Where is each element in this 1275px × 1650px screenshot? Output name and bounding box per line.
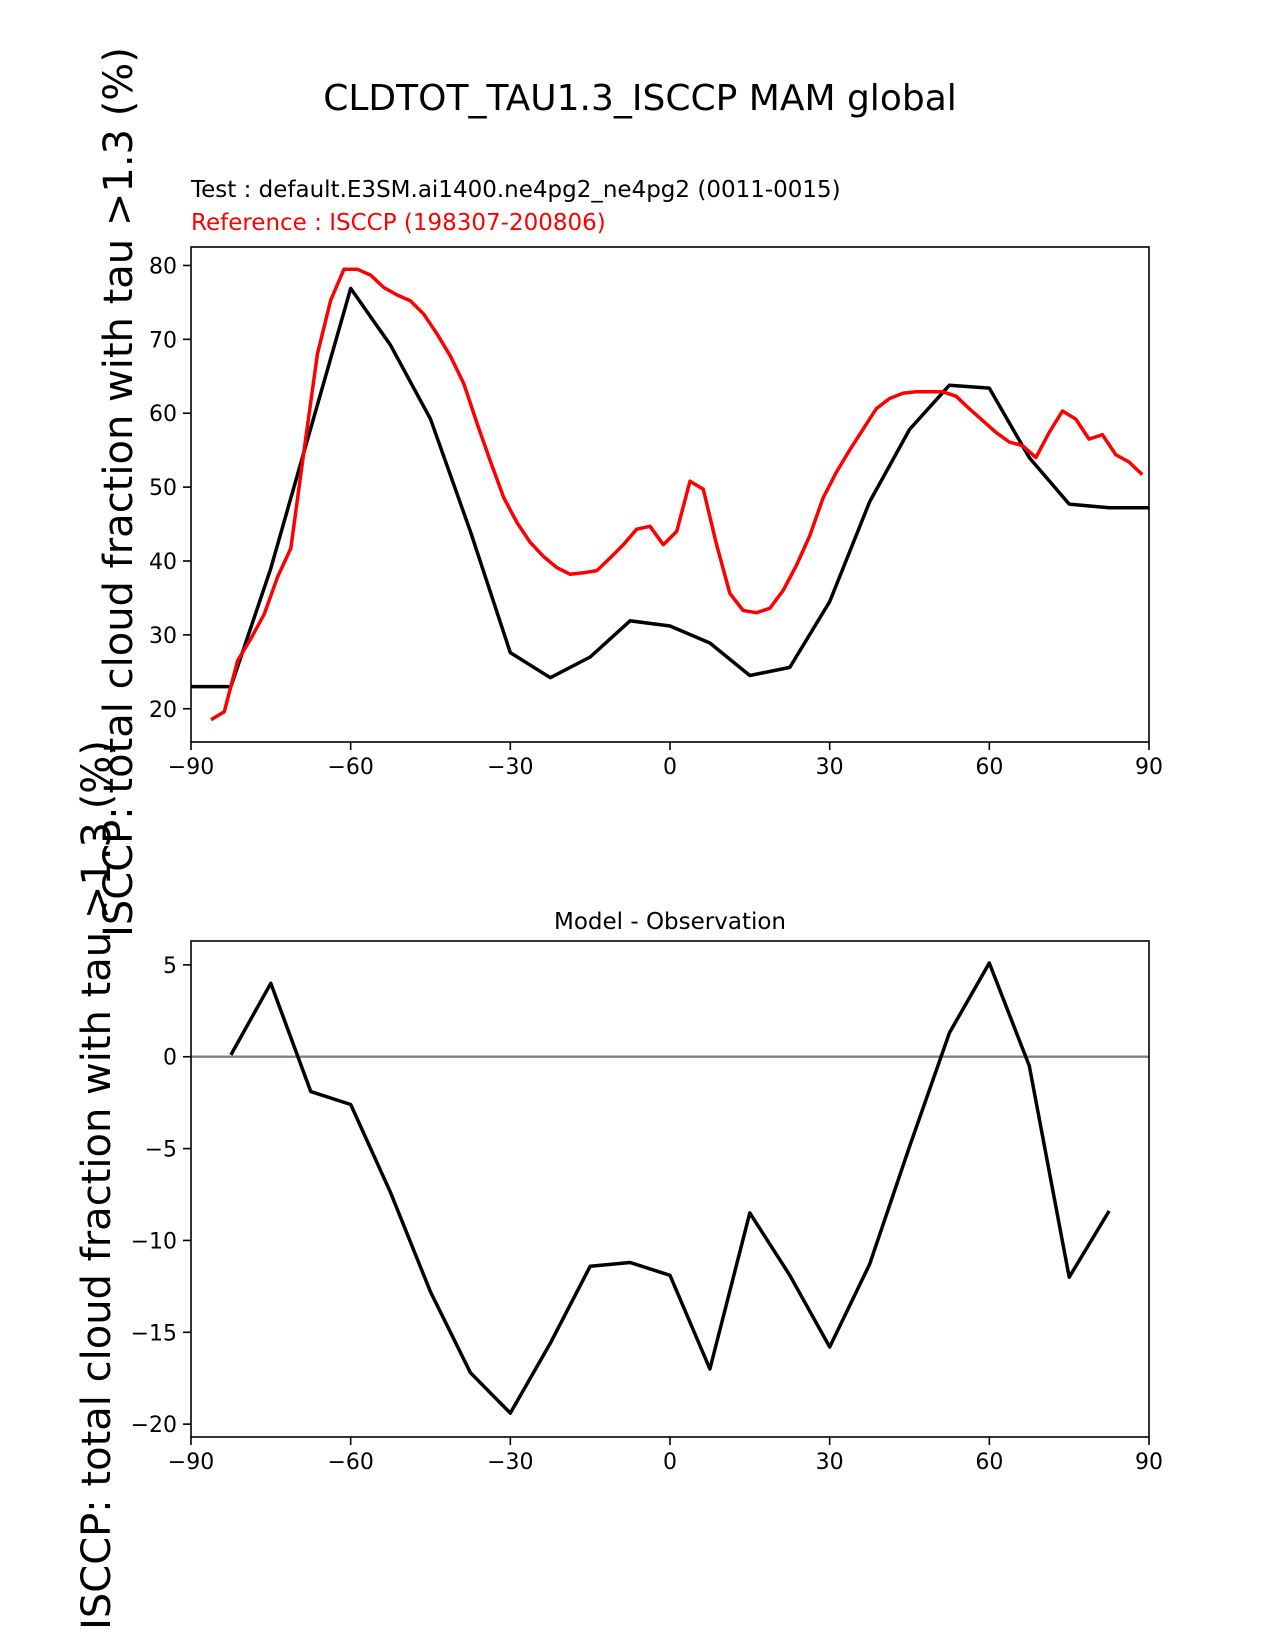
top-y-tick-label: 60: [149, 402, 177, 427]
top-x-tick-label: 30: [816, 755, 844, 780]
top-y-tick-label: 50: [149, 476, 177, 501]
test-label: Test : default.E3SM.ai1400.ne4pg2_ne4pg2…: [190, 177, 841, 203]
top-y-tick-label: 30: [149, 624, 177, 649]
reference-label: Reference : ISCCP (198307-200806): [191, 210, 606, 236]
bottom-x-tick-label: 30: [816, 1450, 844, 1475]
bottom-y-tick-label: 5: [163, 954, 177, 979]
top-series-test: [191, 286, 1149, 689]
top-x-tick-label: −60: [327, 755, 373, 780]
top-x-tick-label: 60: [975, 755, 1003, 780]
bottom-x-tick-label: −30: [487, 1450, 533, 1475]
top-y-tick-label: 70: [149, 328, 177, 353]
bottom-x-tick-label: 60: [975, 1450, 1003, 1475]
bottom-y-tick-label: −20: [131, 1413, 177, 1438]
bottom-y-axis-label: ISCCP: total cloud fraction with tau >1.…: [74, 740, 120, 1630]
top-plot-frame: [190, 246, 1150, 743]
top-y-tick-label: 80: [149, 254, 177, 279]
top-x-tick-label: 0: [663, 755, 677, 780]
bottom-series-difference: [229, 961, 1111, 1415]
bottom-x-tick-label: 0: [663, 1450, 677, 1475]
top-series-reference: [210, 267, 1144, 722]
top-y-tick-label: 40: [149, 550, 177, 575]
bottom-y-tick-label: −5: [145, 1138, 177, 1163]
top-y-axis-label: ISCCP: total cloud fraction with tau >1.…: [96, 47, 142, 937]
top-y-tick-label: 20: [149, 698, 177, 723]
bottom-x-tick-label: −60: [327, 1450, 373, 1475]
bottom-y-tick-label: 0: [163, 1046, 177, 1071]
top-x-tick-label: −90: [168, 755, 214, 780]
bottom-y-tick-label: −10: [131, 1229, 177, 1254]
bottom-plot-frame: [190, 940, 1150, 1438]
bottom-x-tick-label: −90: [168, 1450, 214, 1475]
bottom-panel-title: Model - Observation: [554, 909, 786, 935]
bottom-x-tick-label: 90: [1135, 1450, 1163, 1475]
top-panel: −90 −60 −30 0 30 60 90 20 30 40 50 60 70 80: [149, 246, 1163, 780]
top-x-tick-label: 90: [1135, 755, 1163, 780]
figure-title: CLDTOT_TAU1.3_ISCCP MAM global: [323, 78, 957, 119]
bottom-panel: −90 −60 −30 0 30 60 90 −20 −15 −10 −5 0 5: [131, 940, 1163, 1475]
top-x-tick-label: −30: [487, 755, 533, 780]
bottom-y-tick-label: −15: [131, 1321, 177, 1346]
